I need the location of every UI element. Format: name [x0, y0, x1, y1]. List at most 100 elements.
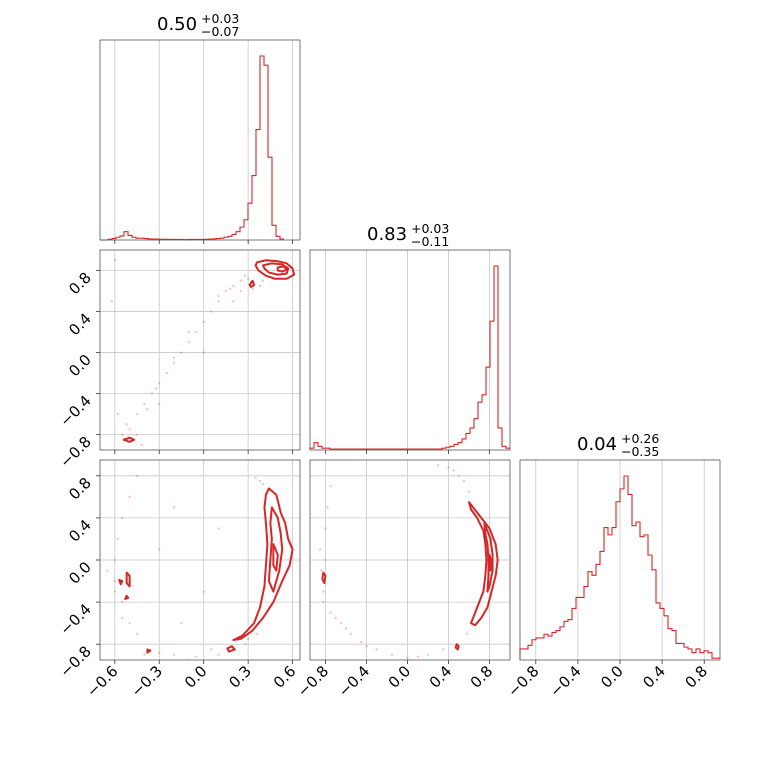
sample-point-4 [150, 392, 154, 395]
sample-point-4 [324, 527, 327, 530]
sample-point-25 [239, 289, 242, 293]
sample-point-14 [116, 537, 119, 541]
sample-point-6 [158, 382, 161, 385]
sample-point-0 [128, 428, 131, 431]
sample-point-23 [202, 351, 205, 354]
title-param-0: 0.50 +0.03 −0.07 [157, 11, 239, 39]
sample-point-28 [195, 655, 198, 659]
sample-point-11 [121, 600, 124, 604]
sample-point-27 [465, 632, 469, 635]
sample-point-22 [110, 300, 114, 303]
x-tick-label-0: −0.8 [504, 662, 542, 700]
contour-4 [125, 571, 131, 588]
sample-point-13 [209, 310, 213, 313]
sample-point-22 [365, 645, 368, 648]
sample-point-12 [202, 320, 205, 323]
sample-point-9 [349, 632, 353, 635]
x-tick-label-3: 0.4 [426, 662, 456, 692]
sample-point-5 [326, 506, 329, 509]
sample-point-28 [258, 284, 262, 288]
axes-frame [99, 39, 301, 241]
y-tick-label-2: 0.0 [65, 351, 95, 381]
sample-point-2 [135, 412, 139, 416]
sample-point-17 [239, 279, 242, 282]
contour-0 [467, 501, 499, 627]
sample-point-10 [187, 341, 191, 344]
sample-point-12 [390, 653, 394, 656]
sample-point-8 [172, 653, 176, 656]
sample-point-10 [128, 621, 131, 625]
sample-point-34 [217, 294, 220, 298]
y-tick-label-2: 0.0 [65, 558, 95, 588]
sample-point-5 [217, 653, 220, 656]
sample-point-27 [251, 287, 254, 291]
x-tick-label-0: −0.8 [294, 662, 332, 700]
x-tick-label-2: 0.0 [181, 662, 211, 692]
sample-point-26 [329, 485, 332, 488]
diag-panel-1 [309, 249, 511, 454]
contour-4 [122, 436, 136, 443]
plot-area [319, 464, 499, 660]
sample-point-6 [322, 600, 325, 604]
sample-point-0 [457, 474, 460, 477]
sample-point-29 [121, 616, 124, 620]
sample-point-24 [416, 655, 419, 659]
sample-point-17 [135, 474, 139, 477]
svg-text:+0.03: +0.03 [201, 11, 239, 26]
sample-point-2 [452, 469, 455, 472]
sample-point-31 [255, 632, 259, 635]
sample-point-1 [125, 423, 128, 426]
histogram-param-0 [100, 55, 284, 241]
sample-point-19 [172, 506, 176, 509]
sample-point-17 [324, 558, 327, 562]
contour-6 [124, 594, 130, 600]
x-tick-label-4: 0.8 [467, 662, 497, 692]
x-tick-label-3: 0.3 [225, 662, 255, 692]
sample-point-30 [113, 579, 117, 583]
x-tick-label-3: 0.4 [639, 662, 669, 692]
sample-point-6 [209, 648, 213, 651]
scatter-panel-2-0: −0.6 −0.3 0.0 0.3 0.6−0.8−0.40.00.40.8 [56, 459, 301, 701]
contour-3 [226, 645, 236, 653]
sample-point-2 [261, 483, 265, 486]
sample-point-9 [180, 351, 183, 354]
sample-point-26 [180, 621, 183, 625]
contour-0 [254, 259, 296, 280]
sample-point-30 [158, 402, 161, 406]
sample-point-14 [426, 653, 430, 656]
sample-point-7 [165, 371, 168, 375]
contour-2 [276, 265, 288, 273]
scatter-panel-2-1: −0.8 −0.4 0.0 0.4 0.8 [294, 459, 511, 701]
sample-point-32 [140, 443, 143, 447]
y-tick-label-0: −0.8 [56, 642, 94, 680]
sample-point-3 [447, 466, 450, 469]
y-tick-label-4: 0.8 [65, 269, 95, 299]
sample-point-36 [187, 330, 191, 334]
y-tick-label-1: −0.4 [56, 392, 94, 430]
sample-point-35 [229, 287, 232, 291]
sample-point-8 [339, 621, 342, 625]
histogram-param-1 [309, 265, 510, 450]
y-tick-label-1: −0.4 [56, 600, 94, 638]
x-tick-label-1: −0.4 [335, 662, 373, 700]
sample-point-27 [243, 643, 247, 646]
sample-point-21 [334, 616, 337, 620]
sample-point-14 [217, 300, 220, 303]
plot-area [106, 474, 294, 660]
sample-point-25 [217, 527, 220, 530]
svg-text:+0.26: +0.26 [621, 431, 659, 446]
sample-point-19 [121, 433, 124, 436]
sample-point-16 [232, 284, 235, 288]
svg-text:−0.07: −0.07 [201, 24, 239, 39]
svg-text:+0.03: +0.03 [411, 221, 449, 236]
title-param-1: 0.83 +0.03 −0.11 [367, 221, 449, 249]
sample-point-13 [406, 656, 409, 660]
sample-point-9 [158, 651, 161, 654]
sample-point-4 [246, 637, 250, 641]
sample-point-23 [106, 569, 109, 572]
sample-point-21 [113, 259, 117, 262]
sample-point-31 [135, 433, 139, 436]
svg-text:−0.11: −0.11 [411, 234, 449, 249]
sample-point-7 [329, 611, 332, 614]
y-tick-label-3: 0.4 [65, 516, 95, 546]
